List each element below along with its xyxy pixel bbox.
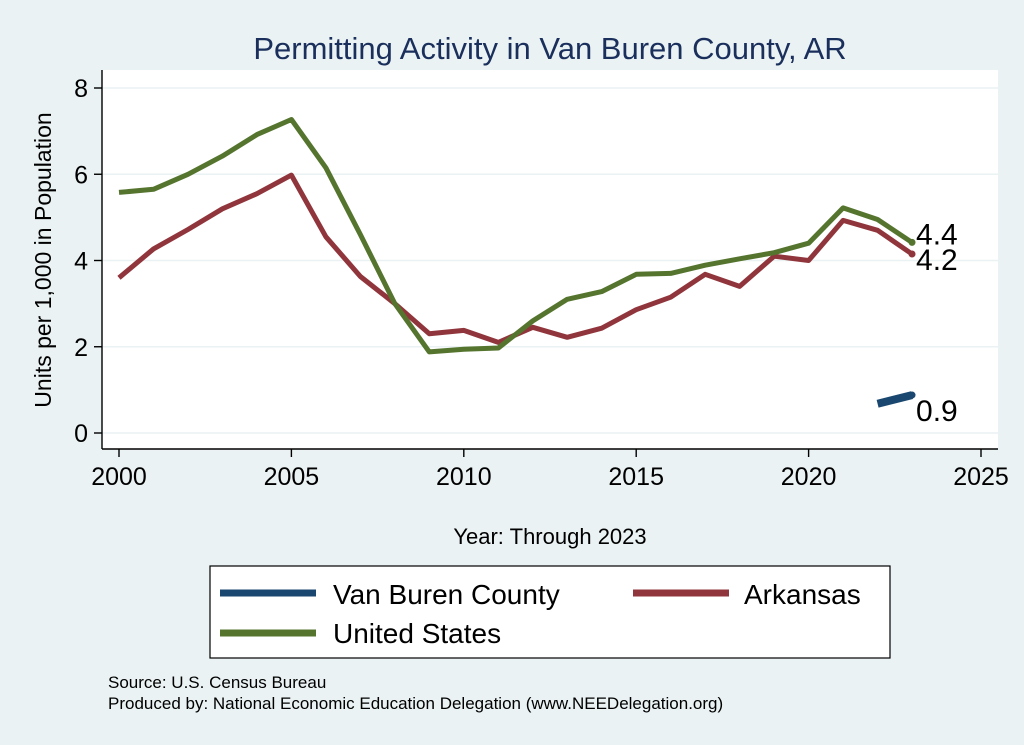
legend: Van Buren County Arkansas United States [209,565,891,659]
series-endpoint-van-buren-county [908,391,916,399]
legend-box [209,565,891,659]
x-tick-label-2005: 2005 [264,463,320,491]
legend-label-van-buren-county: Van Buren County [333,579,560,610]
y-axis-label: Units per 1,000 in Population [30,112,56,407]
source-note: Source: U.S. Census Bureau [108,673,326,692]
legend-label-arkansas: Arkansas [744,579,861,610]
produced-by-note: Produced by: National Economic Education… [108,694,723,713]
x-tick-label-2020: 2020 [781,463,837,491]
series-line-united-states [118,117,914,355]
end-label-arkansas: 4.2 [916,244,958,277]
series-endpoint-united-states [908,238,916,246]
plot-area [102,70,998,449]
x-tick-label-2010: 2010 [436,463,492,491]
series-endpoint-arkansas [908,250,916,258]
axes: 0 2 4 6 8 2000 2005 2010 2015 2020 2025 [74,70,1009,491]
end-label-united-states: 4.4 [916,218,958,251]
y-tick-label-6: 6 [74,161,88,189]
grid-lines [102,87,998,434]
chart-title: Permitting Activity in Van Buren County,… [253,31,846,66]
end-label-van-buren-county: 0.9 [916,395,958,428]
y-tick-label-8: 8 [74,75,88,103]
series-layer: 0.9 4.24.4 [117,117,958,428]
y-tick-label-0: 0 [74,420,88,448]
x-axis-label: Year: Through 2023 [453,524,646,549]
y-tick-label-2: 2 [74,334,88,362]
x-tick-label-2000: 2000 [91,463,147,491]
x-tick-label-2015: 2015 [608,463,664,491]
x-tick-label-2025: 2025 [953,463,1009,491]
series-line-van-buren-county [876,391,913,408]
legend-label-united-states: United States [333,618,501,649]
y-tick-label-4: 4 [74,248,88,276]
